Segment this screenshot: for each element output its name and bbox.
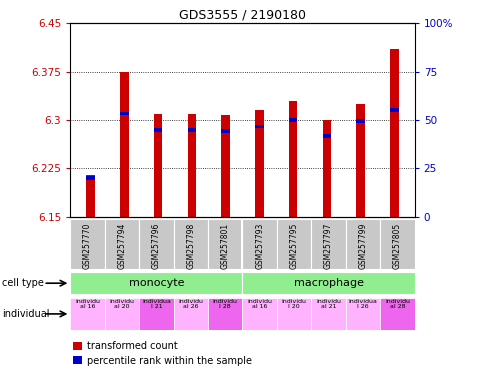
Bar [70,298,105,329]
Bar [311,219,345,269]
Bar [120,112,128,116]
Title: GDS3555 / 2190180: GDS3555 / 2190180 [179,9,305,22]
Text: macrophage: macrophage [293,278,363,288]
Bar [86,176,94,180]
Bar [288,101,297,217]
Bar [276,219,311,269]
Bar [70,219,105,269]
Bar [345,219,379,269]
Text: GSM257794: GSM257794 [117,223,126,269]
Text: individu
l 28: individu l 28 [212,299,237,310]
Text: GSM257798: GSM257798 [186,223,195,269]
Text: individua
l 21: individua l 21 [142,299,170,310]
Bar [187,128,196,132]
Bar [322,120,331,217]
Bar [242,219,276,269]
Text: individu
l 20: individu l 20 [281,299,306,310]
Bar [139,219,173,269]
Bar [322,134,331,138]
Bar [356,119,364,123]
Bar [311,298,345,329]
Bar [276,298,311,329]
Text: individual: individual [2,309,50,319]
Bar [153,128,162,132]
Bar [208,298,242,329]
Bar [139,298,173,329]
Text: individu
al 20: individu al 20 [109,299,134,310]
Text: GSM257793: GSM257793 [255,223,264,269]
Bar [153,114,162,217]
Text: individu
al 16: individu al 16 [75,299,100,310]
Bar [390,49,398,217]
Text: individu
al 21: individu al 21 [316,299,340,310]
Text: GSM257799: GSM257799 [358,223,367,269]
Bar [173,298,208,329]
Bar [86,175,94,217]
Text: cell type: cell type [2,278,44,288]
Text: individu
al 26: individu al 26 [178,299,203,310]
Bar [173,219,208,269]
Bar [255,124,263,128]
Bar [120,71,128,217]
Bar [105,219,139,269]
Bar [255,110,263,217]
Bar [356,104,364,217]
Text: individu
al 16: individu al 16 [247,299,272,310]
Bar [105,298,139,329]
Bar [390,108,398,112]
Bar [221,129,229,133]
Bar [70,272,242,295]
Bar [379,298,414,329]
Bar [379,219,414,269]
Text: GSM257770: GSM257770 [83,223,92,269]
Text: monocyte: monocyte [128,278,184,288]
Text: GSM257805: GSM257805 [392,223,401,269]
Bar [208,219,242,269]
Text: GSM257796: GSM257796 [151,223,161,269]
Text: GSM257795: GSM257795 [289,223,298,269]
Text: individu
al 28: individu al 28 [384,299,409,310]
Bar [187,114,196,217]
Text: GSM257801: GSM257801 [220,223,229,269]
Bar [288,118,297,122]
Text: individua
l 26: individua l 26 [348,299,377,310]
Bar [221,115,229,217]
Bar [345,298,379,329]
Legend: transformed count, percentile rank within the sample: transformed count, percentile rank withi… [69,337,255,370]
Bar [242,272,414,295]
Text: GSM257797: GSM257797 [323,223,333,269]
Bar [242,298,276,329]
